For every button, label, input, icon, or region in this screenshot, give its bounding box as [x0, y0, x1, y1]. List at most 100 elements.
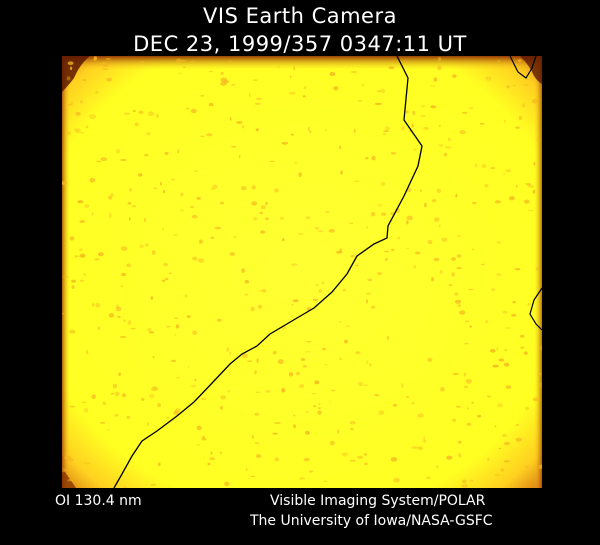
speckle: [146, 132, 151, 136]
speckle: [505, 385, 512, 389]
speckle: [481, 163, 487, 168]
speckle: [459, 130, 466, 135]
speckle: [233, 236, 237, 238]
speckle: [112, 383, 117, 389]
speckle: [370, 212, 376, 217]
speckle: [216, 318, 222, 322]
speckle: [339, 145, 342, 150]
speckle: [281, 141, 289, 145]
speckle: [305, 216, 311, 220]
speckle: [190, 60, 194, 64]
speckle: [451, 272, 455, 277]
speckle: [363, 462, 369, 466]
speckle: [353, 128, 356, 134]
speckle: [228, 60, 232, 64]
speckle: [248, 93, 251, 97]
speckle: [406, 220, 409, 225]
speckle: [532, 189, 536, 194]
speckle: [176, 376, 180, 379]
speckle: [62, 312, 66, 315]
speckle: [454, 299, 462, 304]
speckle: [265, 217, 269, 221]
image-title: VIS Earth Camera: [203, 4, 397, 28]
speckle: [466, 422, 472, 426]
speckle: [252, 217, 258, 221]
image-left-edge: [62, 56, 70, 488]
speckle: [401, 126, 405, 131]
speckle: [328, 229, 335, 233]
speckle: [62, 468, 67, 473]
speckle: [79, 253, 86, 258]
speckle: [532, 397, 539, 402]
speckle: [497, 59, 500, 63]
speckle: [282, 238, 285, 242]
speckle: [222, 80, 230, 84]
speckle: [494, 200, 501, 204]
speckle: [380, 88, 386, 94]
speckle: [349, 222, 354, 225]
speckle: [508, 196, 515, 201]
speckle: [378, 410, 385, 415]
speckle: [468, 288, 474, 291]
speckle: [114, 391, 120, 397]
speckle: [458, 453, 462, 458]
speckle: [523, 351, 528, 355]
speckle: [462, 111, 468, 114]
speckle: [173, 234, 178, 236]
speckle: [490, 349, 496, 353]
speckle: [496, 273, 502, 276]
speckle: [503, 119, 506, 123]
speckle: [274, 188, 279, 193]
speckle: [464, 320, 470, 323]
speckle: [231, 145, 237, 148]
speckle: [345, 325, 350, 328]
speckle: [388, 66, 395, 70]
speckle: [355, 351, 361, 355]
speckle: [277, 66, 280, 68]
speckle: [309, 130, 312, 134]
speckle: [305, 411, 309, 413]
speckle: [255, 97, 263, 100]
speckle: [200, 397, 207, 400]
speckle: [527, 303, 531, 306]
speckle: [291, 263, 298, 266]
speckle: [528, 209, 534, 212]
speckle: [492, 364, 499, 368]
speckle: [506, 86, 509, 89]
speckle: [452, 372, 459, 376]
speckle: [118, 372, 121, 377]
speckle: [265, 389, 271, 393]
speckle: [459, 310, 466, 315]
speckle: [515, 437, 522, 442]
speckle: [199, 239, 203, 244]
speckle: [330, 389, 336, 392]
speckle: [199, 135, 205, 138]
speckle: [497, 403, 503, 408]
speckle: [254, 370, 257, 375]
speckle: [306, 341, 312, 343]
speckle: [79, 248, 83, 252]
speckle: [153, 187, 157, 190]
speckle: [220, 395, 227, 400]
speckle: [423, 436, 426, 442]
speckle: [110, 393, 114, 395]
speckle: [463, 372, 466, 377]
speckle: [226, 390, 231, 393]
speckle: [349, 459, 357, 462]
speckle: [224, 481, 230, 487]
speckle: [101, 68, 109, 70]
speckle: [448, 137, 451, 142]
speckle: [502, 433, 507, 438]
speckle: [438, 57, 442, 62]
speckle: [210, 236, 215, 239]
speckle: [163, 189, 165, 194]
speckle: [494, 425, 497, 428]
speckle: [417, 446, 424, 451]
speckle: [152, 356, 155, 359]
speckle: [303, 457, 310, 462]
speckle: [163, 262, 169, 267]
speckle: [150, 296, 154, 300]
speckle: [81, 401, 87, 404]
speckle: [226, 347, 230, 352]
speckle: [295, 371, 301, 376]
